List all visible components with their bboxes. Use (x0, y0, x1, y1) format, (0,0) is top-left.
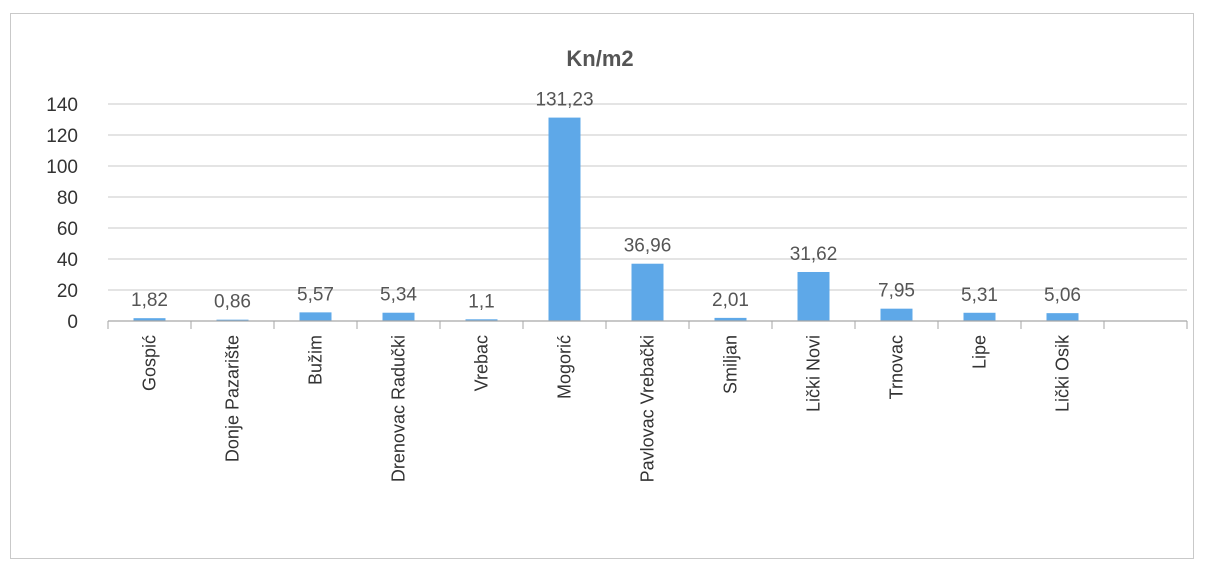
y-tick-label: 140 (46, 95, 78, 116)
x-tick-label: Pavlovac Vrebački (638, 335, 658, 482)
bar (963, 312, 996, 321)
chart-title: Kn/m2 (566, 46, 633, 71)
y-tick-label: 0 (67, 312, 78, 333)
x-tick-label: Trnovac (887, 335, 907, 399)
x-tick-label: Drenovac Radučki (389, 335, 409, 482)
data-label: 31,62 (790, 244, 838, 265)
y-tick-label: 100 (46, 157, 78, 178)
x-tick-label: Vrebac (472, 335, 492, 391)
bar (548, 117, 581, 321)
data-label: 5,31 (961, 285, 998, 306)
bar (299, 312, 332, 321)
data-label: 1,82 (131, 290, 168, 311)
y-tick-label: 20 (57, 281, 78, 302)
bar (382, 312, 415, 321)
x-tick-label: Lipe (970, 335, 990, 369)
bar (631, 263, 664, 321)
x-tick-label: Donje Pazarište (223, 335, 243, 462)
data-label: 0,86 (214, 292, 251, 313)
bar (133, 318, 166, 321)
bars (133, 117, 1079, 321)
y-axis: 0 20 40 60 80 100 120 140 (46, 95, 78, 333)
data-label: 1,1 (468, 291, 494, 312)
data-label: 36,96 (624, 236, 672, 257)
bar (1046, 313, 1079, 321)
y-tick-label: 120 (46, 126, 78, 147)
data-label: 2,01 (712, 290, 749, 311)
data-label: 131,23 (535, 90, 593, 111)
x-tick-label: Lički Novi (804, 335, 824, 412)
bar (797, 271, 830, 321)
bar (880, 308, 913, 321)
data-label: 7,95 (878, 281, 915, 302)
x-tick-label: Bužim (306, 335, 326, 385)
data-label: 5,57 (297, 284, 334, 305)
gridlines (108, 103, 1187, 291)
x-tick-label: Gospić (140, 335, 160, 391)
x-tick-label: Mogorić (555, 335, 575, 399)
x-axis: Gospić Donje Pazarište Bužim Drenovac Raduč… (107, 320, 1188, 482)
bar (465, 319, 498, 321)
bar (216, 319, 249, 321)
bar (714, 317, 747, 321)
x-tick-label: Lički Osik (1053, 334, 1073, 412)
data-label: 5,34 (380, 285, 417, 306)
x-tick-label: Smiljan (721, 335, 741, 394)
data-label: 5,06 (1044, 285, 1081, 306)
data-labels: 1,82 0,86 5,57 5,34 1,1 131,23 36,96 2,01 31,62 7… (131, 90, 1081, 313)
y-tick-label: 80 (57, 188, 78, 209)
y-tick-label: 60 (57, 219, 78, 240)
y-tick-label: 40 (57, 250, 78, 271)
